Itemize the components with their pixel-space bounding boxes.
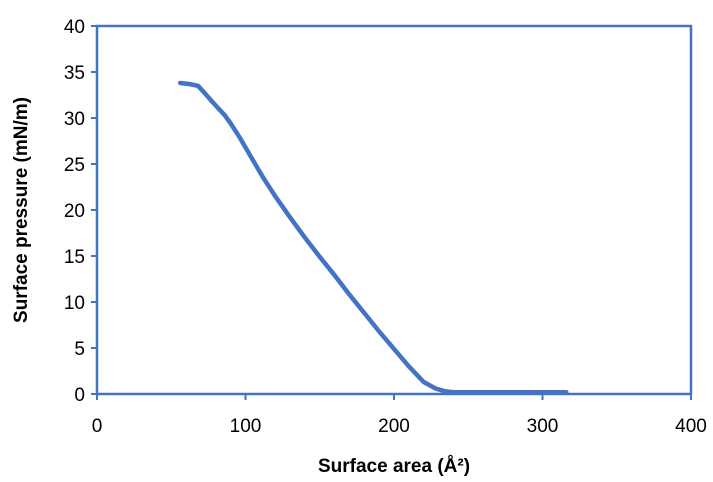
y-tick-label: 25 [64,155,85,176]
y-tick-label: 20 [64,201,85,222]
x-tick-label: 100 [230,416,262,437]
x-axis-title: Surface area (Å²) [318,456,470,477]
y-tick-label: 40 [64,17,85,38]
y-axis-title: Surface pressure (mN/m) [11,97,32,323]
plot-area-frame [95,24,693,396]
y-tick-label: 30 [64,109,85,130]
y-axis: 0 5 10 15 20 25 30 35 40 [64,17,97,406]
series-line [177,80,569,395]
y-tick-label: 10 [64,293,85,314]
x-tick-label: 300 [527,416,559,437]
y-tick-label: 0 [74,385,85,406]
x-tick-label: 200 [378,416,410,437]
x-axis: 0 100 200 300 400 [92,394,707,437]
y-tick-label: 35 [64,63,85,84]
y-tick-label: 5 [74,339,85,360]
x-tick-label: 0 [92,416,103,437]
y-tick-label: 15 [64,247,85,268]
x-tick-label: 400 [675,416,707,437]
